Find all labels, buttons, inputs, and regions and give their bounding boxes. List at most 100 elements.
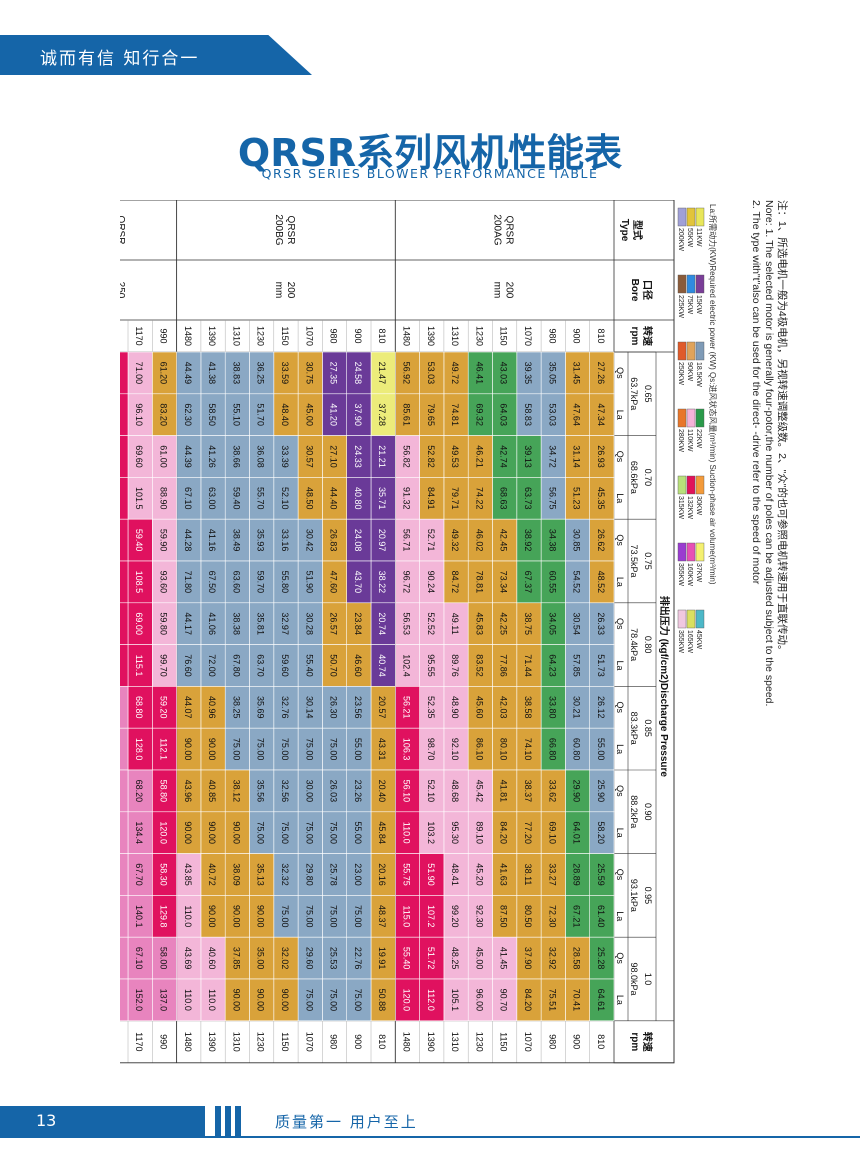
data-cell-value: 75.00 (329, 989, 339, 1012)
data-cell (120, 477, 129, 520)
data-cell-value: 51.72 (426, 947, 436, 970)
data-cell-value: 48.37 (377, 905, 387, 928)
data-cell-value: 42.03 (499, 696, 509, 719)
legend-swatch (686, 341, 696, 361)
data-cell-value: 52.52 (426, 612, 436, 635)
data-cell-value: 32.76 (280, 696, 290, 719)
data-cell-value: 42.74 (499, 445, 509, 468)
data-cell-value: 25.59 (596, 863, 606, 886)
data-cell-value: 24.33 (353, 445, 363, 468)
data-cell-value: 30.85 (572, 529, 582, 552)
data-cell-value: 75.00 (329, 738, 339, 761)
data-cell-value: 30.57 (304, 445, 314, 468)
data-cell-value: 46.21 (474, 445, 484, 468)
data-cell-value: 45.42 (474, 780, 484, 803)
data-cell-value: 36.08 (256, 445, 266, 468)
data-cell-value: 46.02 (474, 529, 484, 552)
legend-swatch (677, 207, 687, 227)
data-cell-value: 74.22 (474, 487, 484, 510)
data-cell-value: 30.42 (304, 529, 314, 552)
legend-swatch (677, 475, 687, 495)
rpm-cell: 810 (377, 328, 387, 343)
rpm-cell-right: 990 (158, 1034, 168, 1049)
data-cell-value: 75.00 (280, 905, 290, 928)
data-cell-value: 34.05 (547, 612, 557, 635)
performance-table: La:所需动力(KW)Required electric power (KW) … (120, 200, 718, 1064)
data-cell-value: 38.75 (523, 612, 533, 635)
rpm-cell-right: 1170 (134, 1032, 144, 1051)
data-cell-value: 96.72 (401, 571, 411, 594)
data-cell-value: 30.75 (304, 362, 314, 385)
data-cell-value: 43.03 (499, 362, 509, 385)
data-cell-value: 38.58 (523, 696, 533, 719)
data-cell-value: 31.14 (572, 445, 582, 468)
data-cell-value: 25.90 (596, 780, 606, 803)
data-cell-value: 26.57 (329, 612, 339, 635)
data-cell-value: 37.90 (523, 947, 533, 970)
data-cell-value: 55.80 (280, 571, 290, 594)
data-cell-value: 44.49 (183, 362, 193, 385)
data-cell-value: 84.72 (450, 571, 460, 594)
pressure-value: 0.65 (643, 385, 653, 403)
data-cell-value: 25.53 (329, 947, 339, 970)
legend-label: 280KW (677, 429, 684, 452)
data-cell-value: 90.70 (499, 989, 509, 1012)
data-cell-value: 33.16 (280, 529, 290, 552)
legend-swatch (695, 609, 705, 629)
data-cell-value: 37.90 (353, 403, 363, 426)
rpm-cell-right: 810 (596, 1034, 606, 1049)
data-cell-value: 23.26 (353, 780, 363, 803)
speed-column-header: 转速rpm (629, 326, 654, 346)
data-cell (120, 936, 129, 980)
footer-stripe (235, 1106, 241, 1136)
data-cell-value: 38.11 (523, 864, 533, 886)
data-cell-value: 90.00 (207, 738, 217, 761)
legend-caption: La:所需动力(KW)Required electric power (KW) … (708, 204, 718, 585)
rpm-cell-right: 980 (329, 1034, 339, 1049)
data-cell-value: 106.3 (401, 738, 411, 761)
data-cell-value: 75.00 (304, 905, 314, 928)
pressure-value: 0.85 (643, 719, 653, 737)
data-cell-value: 61.00 (158, 445, 168, 468)
data-cell-value: 30.28 (304, 612, 314, 635)
data-cell-value: 56.92 (401, 362, 411, 385)
data-cell-value: 67.37 (523, 571, 533, 594)
data-cell-value: 58.30 (158, 863, 168, 886)
page-title: QRSR系列风机性能表 (237, 131, 623, 175)
data-cell-value: 38.92 (523, 529, 533, 552)
data-cell-value: 55.00 (353, 738, 363, 761)
data-cell-value: 24.58 (353, 362, 363, 385)
data-cell-value: 24.08 (353, 529, 363, 552)
data-cell-value: 61.40 (596, 905, 606, 928)
legend-label: 30KW (695, 496, 702, 515)
legend-swatch (686, 207, 696, 227)
legend-swatch (695, 274, 705, 294)
performance-table-region: La:所需动力(KW)Required electric power (KW) … (120, 200, 720, 1090)
data-cell-value: 51.23 (572, 487, 582, 510)
rpm-cell-right: 1390 (207, 1032, 217, 1052)
data-cell-value: 73.34 (499, 571, 509, 594)
data-cell-value: 44.40 (329, 487, 339, 510)
data-cell-value: 30.14 (304, 696, 314, 719)
rpm-cell: 1070 (304, 326, 314, 346)
data-cell-value: 112.1 (158, 738, 168, 760)
data-cell-value: 55.10 (231, 403, 241, 426)
data-cell-value: 29.90 (572, 780, 582, 803)
data-cell-value: 67.50 (207, 571, 217, 594)
data-cell-value: 115.1 (134, 655, 144, 677)
data-cell-value: 90.00 (183, 738, 193, 761)
notes-region: 注：1、所选电机一般为4极电机，另视转速调整级数。2、"众"的也可参照电机转速用… (718, 200, 788, 1080)
qs-label: Qs (615, 534, 625, 546)
rpm-cell: 1310 (231, 326, 241, 346)
data-cell-value: 105.1 (450, 989, 460, 1012)
data-cell-value: 44.39 (183, 445, 193, 468)
data-cell-value: 62.30 (183, 403, 193, 426)
data-cell-value: 110.0 (183, 989, 193, 1011)
data-cell-value: 76.60 (183, 654, 193, 677)
rpm-cell-right: 1310 (450, 1032, 460, 1052)
data-cell-value: 43.96 (183, 780, 193, 803)
rpm-cell-right: 1390 (426, 1032, 436, 1052)
footer-line (0, 1136, 860, 1138)
footer-stripe (225, 1106, 231, 1136)
data-cell-value: 41.45 (499, 947, 509, 970)
